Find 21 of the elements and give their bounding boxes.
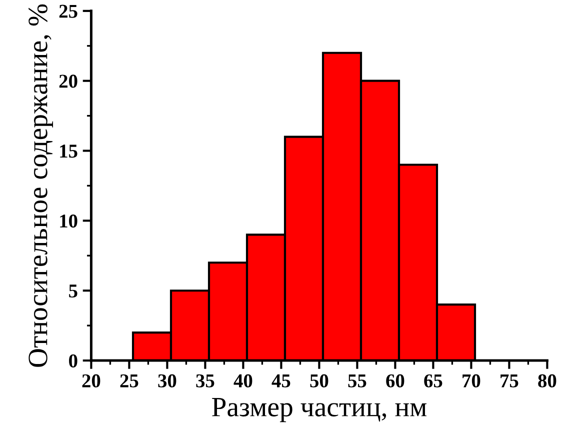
y-tick-label: 5 bbox=[69, 284, 78, 298]
x-axis-title: Размер частиц, нм bbox=[212, 398, 427, 422]
x-tick-label: 35 bbox=[196, 374, 214, 388]
x-tick-label: 40 bbox=[234, 374, 252, 388]
x-tick-label: 50 bbox=[310, 374, 328, 388]
y-tick-label: 20 bbox=[59, 74, 78, 88]
y-tick-label: 0 bbox=[69, 354, 78, 368]
x-tick-label: 30 bbox=[158, 374, 176, 388]
x-tick-label: 45 bbox=[272, 374, 290, 388]
x-tick-label: 70 bbox=[462, 374, 480, 388]
x-tick-label: 65 bbox=[424, 374, 442, 388]
x-tick-label: 75 bbox=[500, 374, 518, 388]
x-tick-label: 25 bbox=[120, 374, 138, 388]
y-axis-title: Относительное содержание, % bbox=[28, 4, 54, 367]
y-tick-label: 25 bbox=[59, 4, 78, 18]
x-tick-label: 60 bbox=[386, 374, 404, 388]
x-tick-label: 55 bbox=[348, 374, 366, 388]
y-tick-label: 15 bbox=[60, 144, 78, 158]
x-tick-label: 20 bbox=[82, 374, 100, 388]
y-tick-label: 10 bbox=[60, 214, 78, 228]
x-tick-label: 80 bbox=[538, 374, 556, 388]
